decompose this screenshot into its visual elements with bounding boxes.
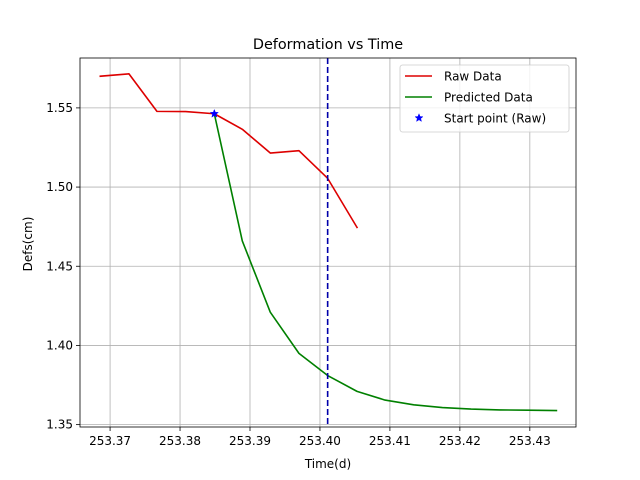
chart-title: Deformation vs Time [253,37,403,53]
x-tick-label: 253.42 [439,434,481,448]
x-tick-label: 253.37 [89,434,131,448]
x-tick-label: 253.41 [369,434,411,448]
legend: Raw Data Predicted Data Start point (Raw) [399,64,570,133]
series-layer [99,58,558,427]
axes: 253.37 253.38 253.39 253.40 253.41 253.42 253.… [46,57,577,448]
legend-entry-label: Predicted Data [444,91,533,105]
y-tick-label: 1.50 [46,180,73,194]
x-tick-label: 253.43 [509,434,551,448]
series-line-1 [213,112,558,412]
x-tick-label: 253.38 [159,434,201,448]
plot-frame [79,57,577,428]
y-axis-label: Defs(cm) [21,217,35,272]
x-axis-label: Time(d) [304,457,351,471]
start-point-marker [209,108,219,118]
y-tick-label: 1.45 [46,259,73,273]
y-tick-label: 1.40 [46,338,73,352]
x-tick-label: 253.39 [229,434,271,448]
legend-swatch-star [414,113,424,122]
legend-entry-label: Raw Data [444,70,502,84]
series-line-0 [99,73,359,229]
x-tick-label: 253.40 [299,434,341,448]
y-tick-label: 1.55 [46,101,73,115]
legend-entry-label: Start point (Raw) [444,112,546,126]
legend-box [399,64,570,133]
y-tick-label: 1.35 [46,418,73,432]
